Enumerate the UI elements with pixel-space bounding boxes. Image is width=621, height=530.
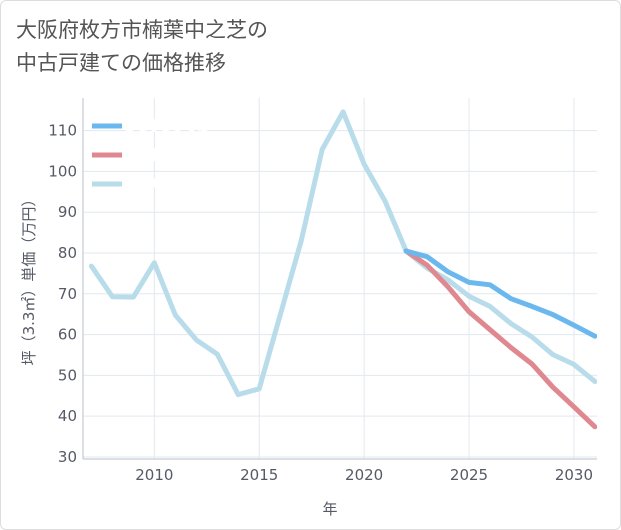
x-tick-label: 2015 [240,466,278,484]
y-tick-label: 30 [58,448,77,466]
y-tick-label: 70 [58,285,77,303]
y-tick-label: 80 [58,244,77,262]
plot-area [83,98,597,459]
y-tick-label: 90 [58,203,77,221]
y-tick-label: 110 [48,122,77,140]
x-tick-label: 2030 [555,466,593,484]
series-line-normal [88,109,597,398]
x-tick-label: 2020 [345,466,383,484]
y-tick-label: 40 [58,407,77,425]
chart-title: 大阪府枚方市楠葉中之芝の 中古戸建ての価格推移 [16,14,268,80]
x-axis-label: 年 [322,500,337,518]
y-tick-label: 50 [58,366,77,384]
y-tick-label: 60 [58,326,77,344]
y-tick-label: 100 [48,162,77,180]
chart-title-line-2: 中古戸建ての価格推移 [16,51,226,75]
legend-label: グッドシナリオ [126,119,210,133]
legend-label: バッドシナリオ [126,148,210,162]
legend-label: ノーマルシナリオ [126,177,222,191]
series-line-bad [403,248,597,430]
x-tick-label: 2010 [135,466,173,484]
y-axis-label: 坪（3.3㎡）単価（万円） [20,192,38,366]
chart-title-line-1: 大阪府枚方市楠葉中之芝の [16,18,268,42]
series-line-good [403,248,597,339]
x-tick-label: 2025 [450,466,488,484]
